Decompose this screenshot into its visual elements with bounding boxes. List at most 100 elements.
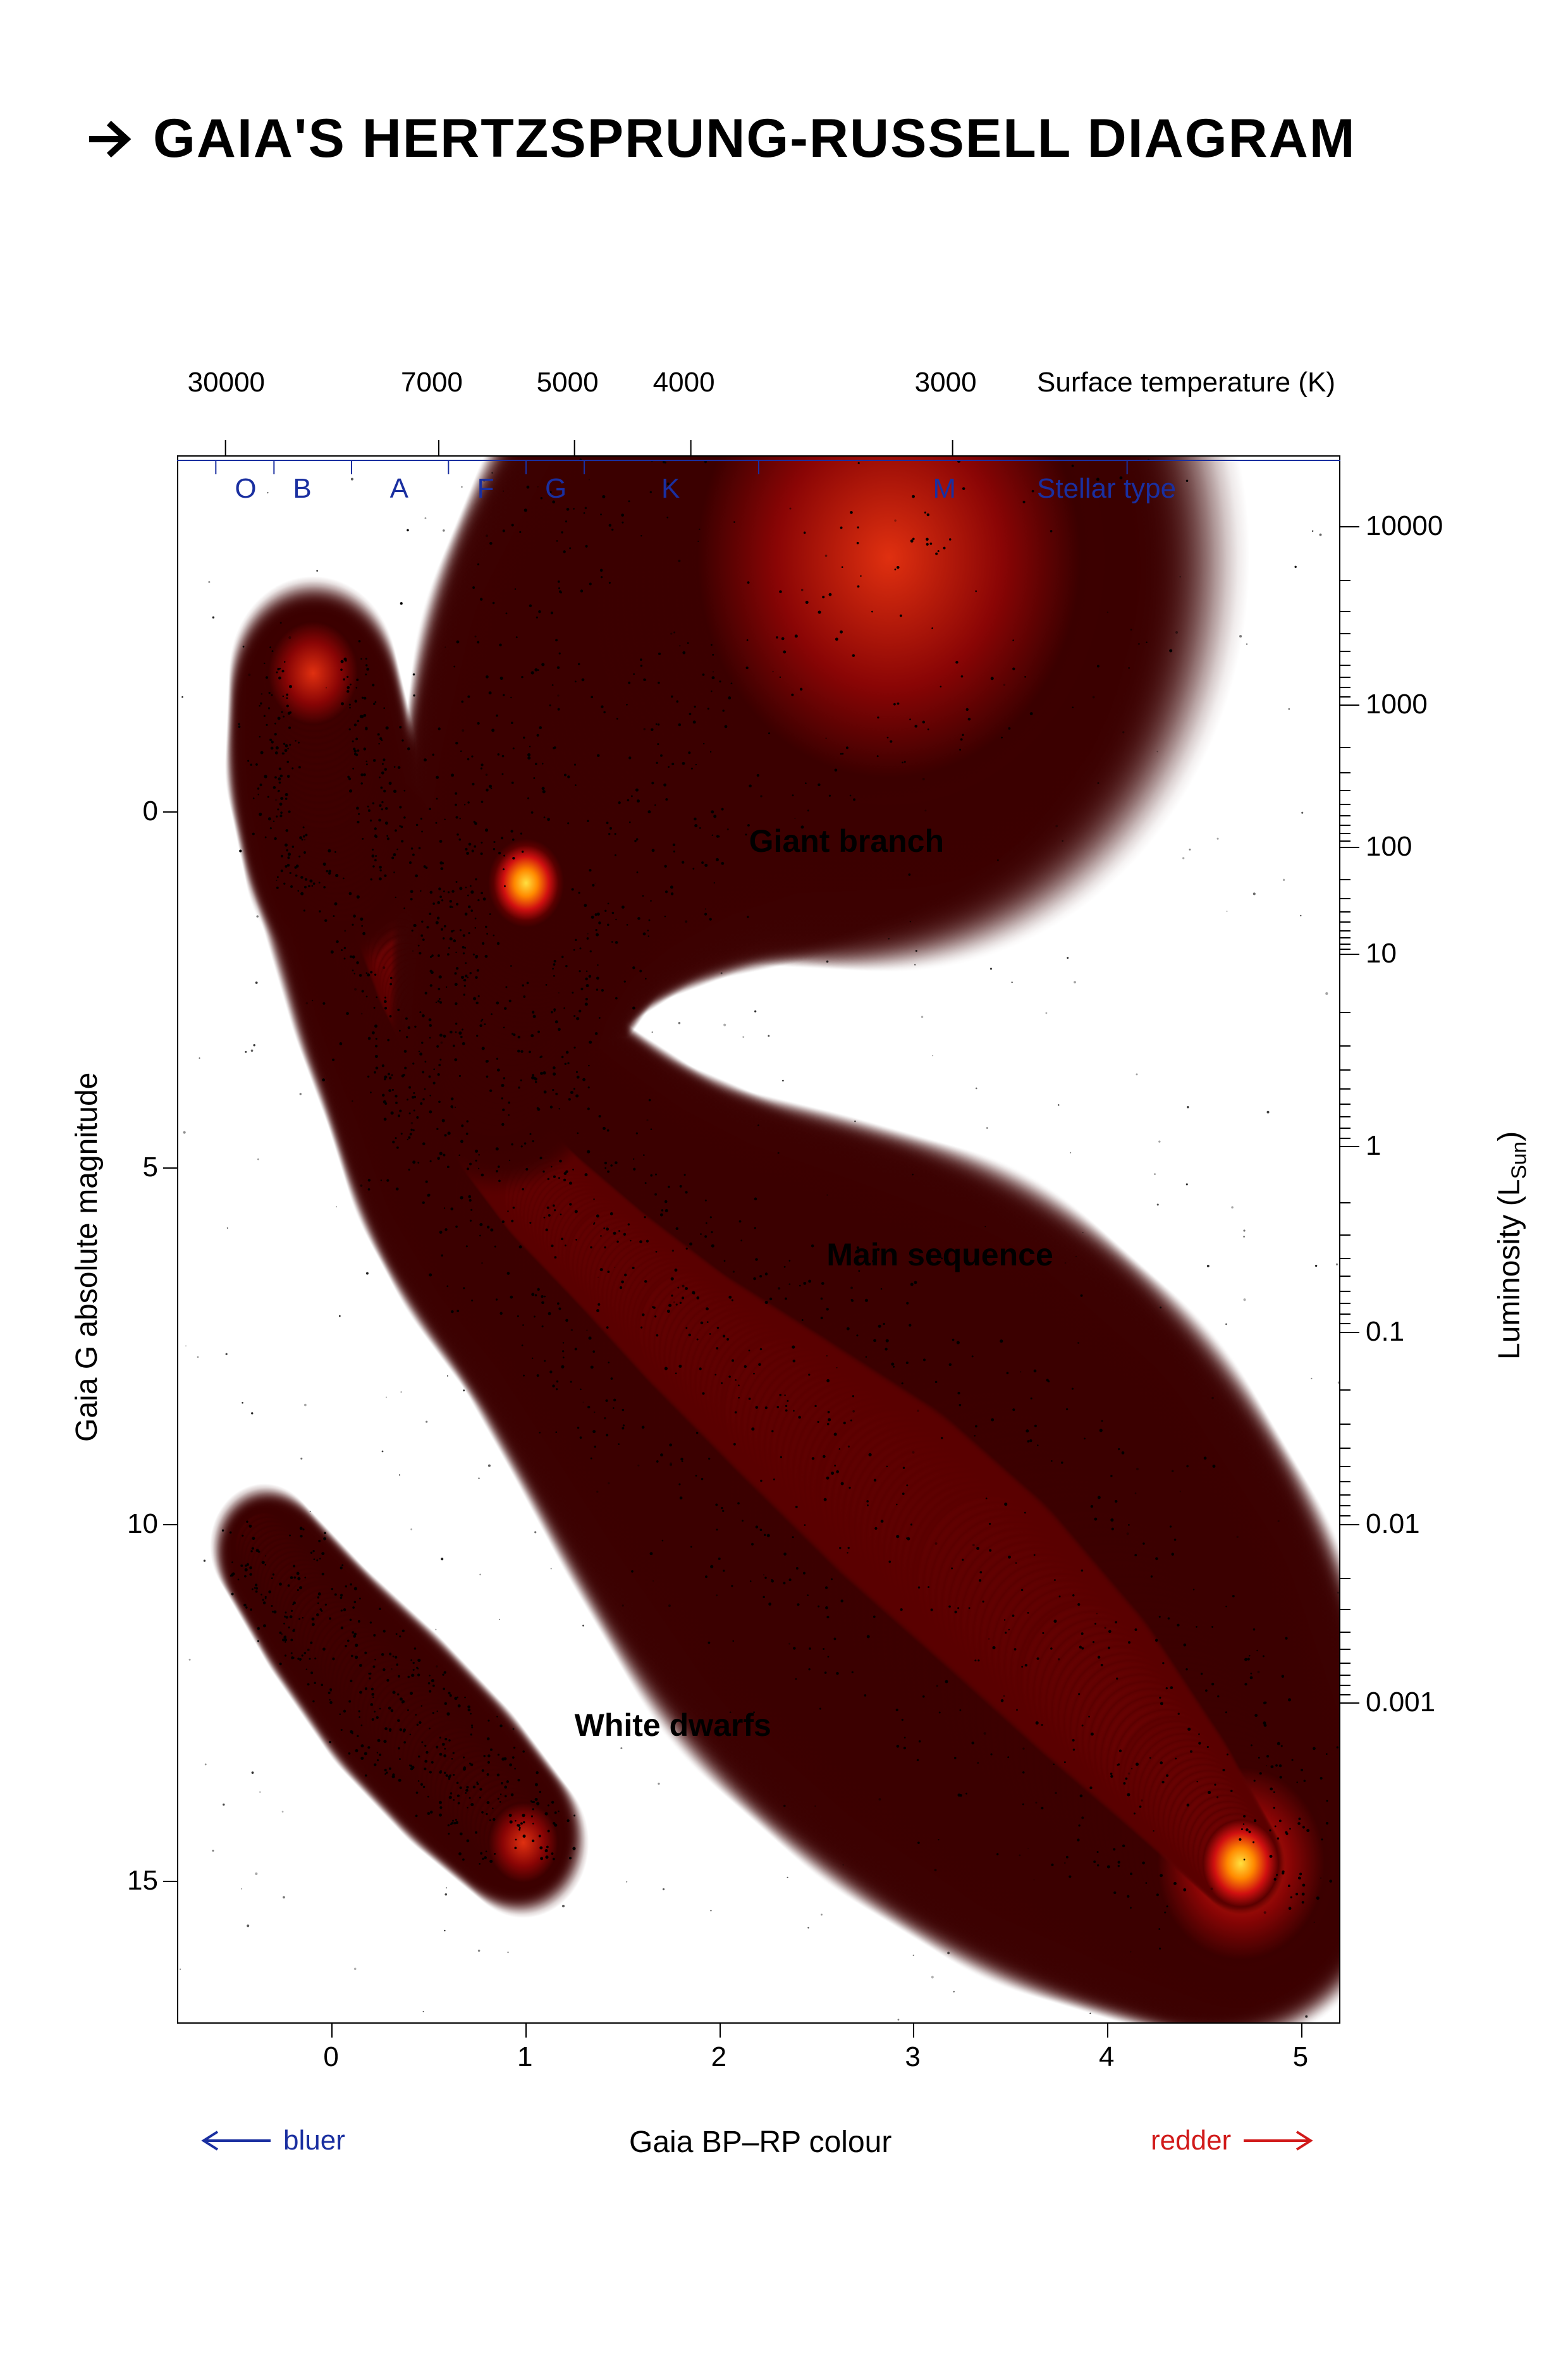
y-right-minor-tick	[1340, 879, 1351, 880]
x-bottom-tick	[913, 2024, 914, 2038]
x-bottom-tick	[720, 2024, 721, 2038]
y-right-minor-tick	[1340, 790, 1351, 791]
y-right-minor-tick	[1340, 1069, 1351, 1071]
y-right-minor-tick	[1340, 611, 1351, 612]
y-right-tick-label: 0.1	[1366, 1316, 1404, 1348]
annotation-main: Main sequence	[826, 1236, 1053, 1273]
y-right-minor-tick	[1340, 1424, 1351, 1425]
y-right-minor-tick	[1340, 1481, 1351, 1482]
y-right-minor-tick	[1340, 1104, 1351, 1105]
y-right-minor-tick	[1340, 921, 1351, 923]
y-right-minor-tick	[1340, 1303, 1351, 1304]
y-right-minor-tick	[1340, 1202, 1351, 1203]
y-right-minor-tick	[1340, 1675, 1351, 1676]
y-right-minor-tick	[1340, 825, 1351, 826]
x-bottom-tick-label: 5	[1293, 2041, 1308, 2073]
y-right-minor-tick	[1340, 944, 1351, 945]
top-temp-tick-marks	[177, 417, 1340, 455]
y-right-minor-tick	[1340, 1505, 1351, 1506]
y-right-tick	[1340, 847, 1359, 848]
y-right-minor-tick	[1340, 1234, 1351, 1236]
y-right-minor-tick	[1340, 1632, 1351, 1633]
y-right-tick	[1340, 1332, 1359, 1333]
y-right-label-sub: Sun	[1508, 1141, 1531, 1179]
y-left-axis-label: Gaia G absolute magnitude	[70, 1073, 104, 1442]
hr-diagram-chart: 051015 1000010001001010.10.010.001 01234…	[177, 455, 1340, 2024]
y-right-tick	[1340, 954, 1359, 955]
y-right-minor-tick	[1340, 937, 1351, 938]
y-right-minor-tick	[1340, 1313, 1351, 1315]
x-top-temp-label: 5000	[537, 367, 599, 398]
y-right-tick-label: 0.001	[1366, 1687, 1435, 1718]
stellar-axis-line	[177, 455, 1340, 531]
y-right-tick-label: 1000	[1366, 689, 1428, 720]
y-right-tick-label: 10000	[1366, 510, 1443, 542]
y-right-minor-tick	[1340, 1138, 1351, 1139]
redder-label: redder	[1151, 2125, 1231, 2156]
y-right-minor-tick	[1340, 665, 1351, 666]
title-row: GAIA'S HERTZSPRUNG-RUSSELL DIAGRAM	[89, 108, 1356, 170]
y-right-minor-tick	[1340, 1389, 1351, 1391]
y-right-label-prefix: Luminosity (L	[1493, 1179, 1526, 1360]
y-left-tick-label: 10	[127, 1508, 158, 1540]
y-left-tick	[163, 1167, 177, 1169]
y-right-tick	[1340, 1524, 1359, 1525]
y-right-label-suffix: )	[1493, 1131, 1526, 1141]
y-right-tick	[1340, 1146, 1359, 1147]
y-right-minor-tick	[1340, 1045, 1351, 1047]
y-right-minor-tick	[1340, 1012, 1351, 1013]
y-right-minor-tick	[1340, 1663, 1351, 1664]
x-bottom-axis-label: Gaia BP–RP colour	[629, 2125, 891, 2160]
y-right-tick-label: 1	[1366, 1130, 1381, 1162]
y-right-tick	[1340, 1702, 1359, 1704]
y-right-tick-label: 100	[1366, 831, 1412, 863]
x-bottom-tick	[525, 2024, 527, 2038]
y-right-minor-tick	[1340, 833, 1351, 834]
redder-indicator: redder	[1151, 2125, 1318, 2156]
y-right-minor-tick	[1340, 1685, 1351, 1686]
x-bottom-tick-label: 0	[323, 2041, 338, 2073]
y-right-tick-label: 10	[1366, 938, 1397, 969]
y-right-minor-tick	[1340, 687, 1351, 688]
arrow-right-icon	[89, 116, 134, 162]
y-right-minor-tick	[1340, 580, 1351, 581]
y-right-minor-tick	[1340, 911, 1351, 913]
y-right-minor-tick	[1340, 1128, 1351, 1129]
y-right-minor-tick	[1340, 1291, 1351, 1292]
y-right-minor-tick	[1340, 815, 1351, 816]
y-right-minor-tick	[1340, 1323, 1351, 1324]
y-right-minor-tick	[1340, 772, 1351, 773]
bluer-label: bluer	[283, 2125, 345, 2156]
x-bottom-tick-label: 3	[905, 2041, 920, 2073]
x-bottom-tick-label: 4	[1099, 2041, 1114, 2073]
bluer-indicator: bluer	[196, 2125, 345, 2156]
x-top-temp-label: 30000	[188, 367, 265, 398]
y-right-minor-tick	[1340, 1448, 1351, 1449]
x-top-temp-label: 7000	[401, 367, 463, 398]
y-right-minor-tick	[1340, 696, 1351, 698]
y-left-tick-label: 5	[143, 1152, 158, 1183]
y-right-tick	[1340, 526, 1359, 527]
annotation-giant: Giant branch	[749, 823, 944, 859]
annotation-wd: White dwarfs	[575, 1707, 771, 1744]
y-left-tick	[163, 1524, 177, 1525]
y-right-minor-tick	[1340, 1258, 1351, 1259]
arrow-right-icon	[1242, 2129, 1318, 2152]
x-bottom-tick	[331, 2024, 333, 2038]
y-right-minor-tick	[1340, 1116, 1351, 1117]
y-right-minor-tick	[1340, 747, 1351, 748]
y-right-minor-tick	[1340, 1494, 1351, 1496]
y-left-tick-label: 15	[127, 1865, 158, 1897]
page-title: GAIA'S HERTZSPRUNG-RUSSELL DIAGRAM	[153, 108, 1356, 170]
y-right-axis-label: Luminosity (LSun)	[1492, 1131, 1532, 1360]
y-right-tick-label: 0.01	[1366, 1508, 1420, 1540]
plot-border	[177, 455, 1340, 2024]
y-right-minor-tick	[1340, 651, 1351, 652]
x-top-temp-label: 4000	[653, 367, 715, 398]
y-right-minor-tick	[1340, 1694, 1351, 1695]
page-root: GAIA'S HERTZSPRUNG-RUSSELL DIAGRAM	[0, 0, 1568, 2374]
y-right-minor-tick	[1340, 1276, 1351, 1277]
x-top-temp-title: Surface temperature (K)	[1037, 367, 1335, 398]
y-right-minor-tick	[1340, 1578, 1351, 1579]
y-right-minor-tick	[1340, 949, 1351, 950]
